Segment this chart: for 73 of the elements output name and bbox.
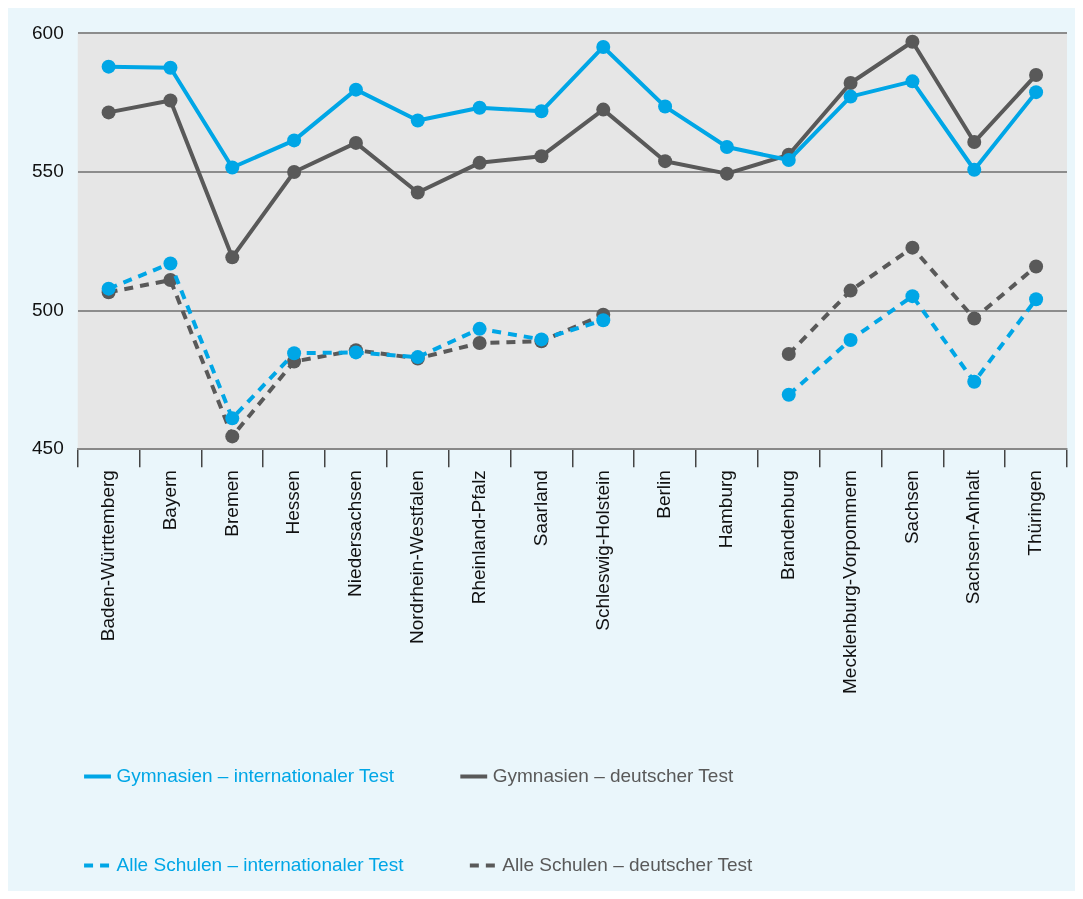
y-tick-label: 450 xyxy=(32,437,64,459)
point xyxy=(843,89,858,104)
point xyxy=(225,160,240,175)
point xyxy=(163,60,178,75)
point xyxy=(967,162,982,177)
point xyxy=(101,105,116,120)
point xyxy=(905,74,920,89)
x-tick-label: Saarland xyxy=(529,470,551,547)
point xyxy=(658,99,673,114)
x-tick-label: Bremen xyxy=(220,470,242,537)
point xyxy=(101,281,116,296)
point xyxy=(287,346,302,361)
point xyxy=(843,283,858,298)
legend-label: Alle Schulen – deutscher Test xyxy=(502,853,753,875)
y-tick-label: 500 xyxy=(32,298,64,320)
point xyxy=(163,256,178,271)
point xyxy=(596,313,611,328)
point xyxy=(472,321,487,336)
point xyxy=(843,76,858,91)
point xyxy=(781,153,796,168)
point xyxy=(225,250,240,265)
x-tick-label: Sachsen-Anhalt xyxy=(962,469,984,605)
point xyxy=(472,335,487,350)
point xyxy=(348,82,363,97)
x-tick-label: Mecklenburg-Vorpommern xyxy=(838,470,860,694)
point xyxy=(719,166,734,181)
point xyxy=(967,135,982,150)
x-tick-label: Schleswig-Holstein xyxy=(591,470,613,631)
x-tick-label: Baden-Württemberg xyxy=(96,470,118,642)
x-tick-label: Hessen xyxy=(282,470,304,535)
point xyxy=(905,240,920,255)
point xyxy=(410,185,425,200)
point xyxy=(781,387,796,402)
point xyxy=(287,164,302,179)
point xyxy=(472,100,487,115)
point xyxy=(101,59,116,74)
legend-label: Alle Schulen – internationaler Test xyxy=(116,853,405,875)
point xyxy=(348,135,363,150)
point xyxy=(967,311,982,326)
point xyxy=(1029,259,1044,274)
point xyxy=(781,347,796,362)
point xyxy=(843,332,858,347)
y-tick-label: 550 xyxy=(32,160,64,182)
point xyxy=(410,113,425,128)
x-tick-label: Nordrhein-Westfalen xyxy=(406,470,428,645)
x-tick-label: Rheinland-Pfalz xyxy=(467,470,489,605)
point xyxy=(596,102,611,117)
point xyxy=(596,39,611,54)
point xyxy=(905,289,920,304)
y-tick-label: 600 xyxy=(32,21,64,43)
point xyxy=(905,34,920,49)
x-tick-label: Bayern xyxy=(158,470,180,531)
x-tick-label: Berlin xyxy=(653,470,675,519)
x-tick-label: Hamburg xyxy=(715,470,737,549)
point xyxy=(472,155,487,170)
point xyxy=(225,429,240,444)
point xyxy=(225,411,240,426)
point xyxy=(658,154,673,169)
point xyxy=(287,133,302,148)
point xyxy=(719,140,734,155)
point xyxy=(534,104,549,119)
point xyxy=(1029,85,1044,100)
x-tick-label: Thüringen xyxy=(1024,470,1046,556)
point xyxy=(1029,292,1044,307)
legend-label: Gymnasien – internationaler Test xyxy=(116,764,395,786)
point xyxy=(967,374,982,389)
legend-label: Gymnasien – deutscher Test xyxy=(492,764,734,786)
point xyxy=(1029,67,1044,82)
x-tick-label: Brandenburg xyxy=(776,470,798,580)
x-tick-label: Sachsen xyxy=(900,470,922,545)
point xyxy=(163,93,178,108)
x-tick-label: Niedersachsen xyxy=(344,470,366,597)
point xyxy=(534,149,549,164)
